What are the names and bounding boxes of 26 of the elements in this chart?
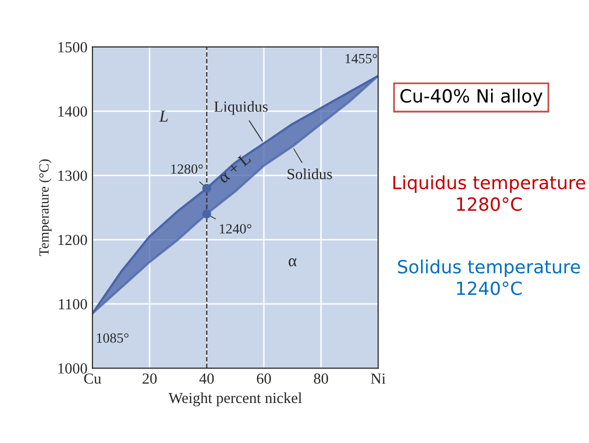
annotation: 1280° [171, 164, 203, 174]
text: Liquidus temperature 1280°C [393, 175, 586, 211]
y-tick-label: 1300 [58, 170, 88, 181]
x-tick-label: 80 [314, 373, 328, 384]
y-tick-label: 1000 [58, 363, 88, 374]
annotation: 1455° [346, 54, 377, 64]
y-tick-label: 1100 [58, 299, 88, 310]
x-tick-label: 40 [199, 373, 214, 384]
x-tick-label: Cu [84, 373, 102, 384]
y-tick-label: 1500 [58, 42, 88, 52]
annotation: α + L [217, 152, 252, 184]
annotation: Solidus [288, 168, 332, 180]
x-tick-label: 60 [256, 373, 271, 384]
x-axis-title: Weight percent nickel [168, 392, 302, 406]
text: Cu-40% Ni alloy [400, 88, 542, 106]
text: Solidus temperature 1240°C [398, 260, 580, 296]
annotation: L [159, 110, 168, 122]
annotation: 1240° [220, 224, 252, 234]
annotation: 1085° [97, 333, 128, 343]
y-tick-label: 1200 [58, 234, 88, 246]
series-label: Liquidus [214, 101, 268, 115]
x-tick-label: 20 [142, 373, 157, 384]
y-axis-title: Temperature (°C) [38, 159, 52, 256]
annotation: α [288, 258, 296, 266]
y-tick-label: 1400 [58, 106, 88, 117]
x-tick-label: Ni [370, 373, 386, 384]
